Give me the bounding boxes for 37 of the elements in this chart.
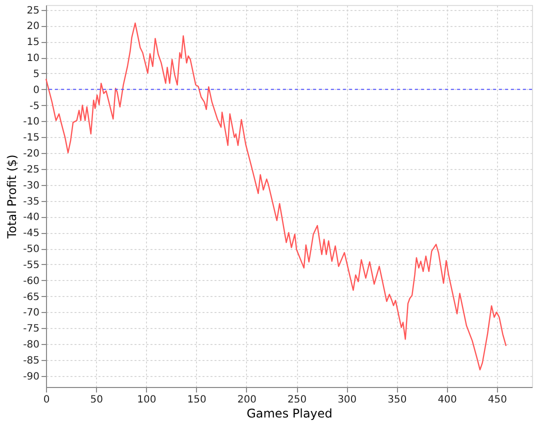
y-tick-label: -25 <box>23 164 40 176</box>
x-tick-label: 0 <box>43 394 50 406</box>
y-tick-label: -35 <box>23 196 40 208</box>
x-axis-title: Games Played <box>246 406 332 420</box>
x-tick-label: 300 <box>338 394 357 406</box>
y-tick-label: -60 <box>23 276 40 287</box>
x-tick-label: 250 <box>287 394 307 406</box>
y-tick-label: -40 <box>23 212 40 224</box>
x-tick-label: 450 <box>488 394 507 406</box>
y-tick-label: -30 <box>23 180 40 192</box>
y-tick-label: 25 <box>26 5 40 16</box>
x-tick-label: 50 <box>90 394 103 406</box>
y-tick-label: -10 <box>23 116 40 128</box>
y-tick-label: -70 <box>23 308 40 319</box>
y-tick-label: -5 <box>30 100 40 112</box>
y-tick-label: 20 <box>26 21 40 32</box>
y-tick-label: -55 <box>23 260 40 271</box>
y-tick-label: -50 <box>23 244 40 256</box>
x-tick-label: 400 <box>438 394 457 406</box>
y-tick-label: -80 <box>23 340 40 351</box>
y-tick-label: -85 <box>23 355 40 366</box>
line-series <box>45 22 507 370</box>
y-tick-label: -90 <box>23 371 40 382</box>
y-tick-label: 0 <box>33 84 40 96</box>
y-tick-label: 5 <box>33 68 40 80</box>
y-tick-label: 10 <box>26 53 40 64</box>
x-tick-label: 200 <box>237 394 256 406</box>
y-tick-label: -45 <box>23 228 40 240</box>
y-tick-label: -75 <box>23 324 40 335</box>
x-tick-label: 350 <box>388 394 407 406</box>
y-tick-label: -15 <box>23 132 40 144</box>
x-tick-label: 150 <box>187 394 206 406</box>
y-tick-label: -65 <box>23 292 40 303</box>
y-tick-label: -20 <box>23 148 40 160</box>
y-tick-label: 15 <box>26 37 40 48</box>
x-tick-label: 100 <box>137 394 156 406</box>
y-axis-title: Total Profit ($) <box>5 154 20 240</box>
